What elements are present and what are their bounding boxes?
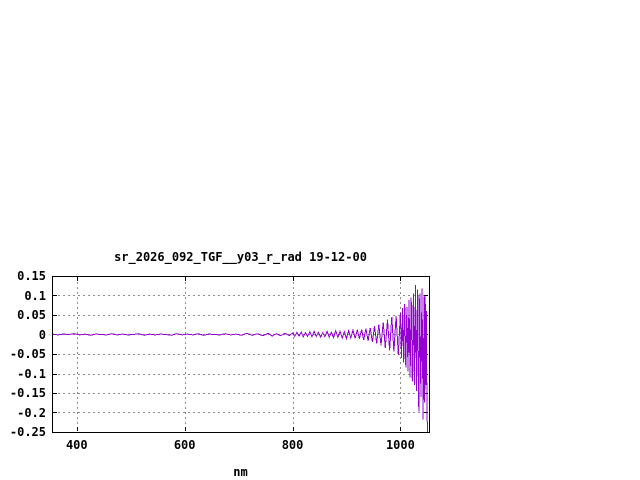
x-tick-label: 1000 <box>385 438 415 452</box>
x-tick-label: 800 <box>281 438 304 452</box>
plot-border <box>52 276 430 433</box>
y-tick-label: -0.1 <box>17 366 46 381</box>
x-tick-label: 600 <box>173 438 196 452</box>
y-tick-label: 0 <box>38 327 46 342</box>
plot-area <box>52 276 430 433</box>
y-tick-label: 0.05 <box>17 308 46 322</box>
y-tick-label: -0.15 <box>9 386 46 400</box>
y-tick-label: -0.05 <box>9 347 46 361</box>
y-tick-label: -0.25 <box>9 425 46 439</box>
y-tick-label: -0.2 <box>17 405 46 420</box>
chart-title: sr_2026_092_TGF__y03_r_rad 19-12-00 <box>114 250 367 264</box>
y-tick-label: 0.1 <box>24 288 46 303</box>
x-tick-label: 400 <box>65 438 88 452</box>
series-line <box>52 284 428 433</box>
x-axis-label: nm <box>233 465 248 479</box>
y-tick-label: 0.15 <box>17 269 46 283</box>
